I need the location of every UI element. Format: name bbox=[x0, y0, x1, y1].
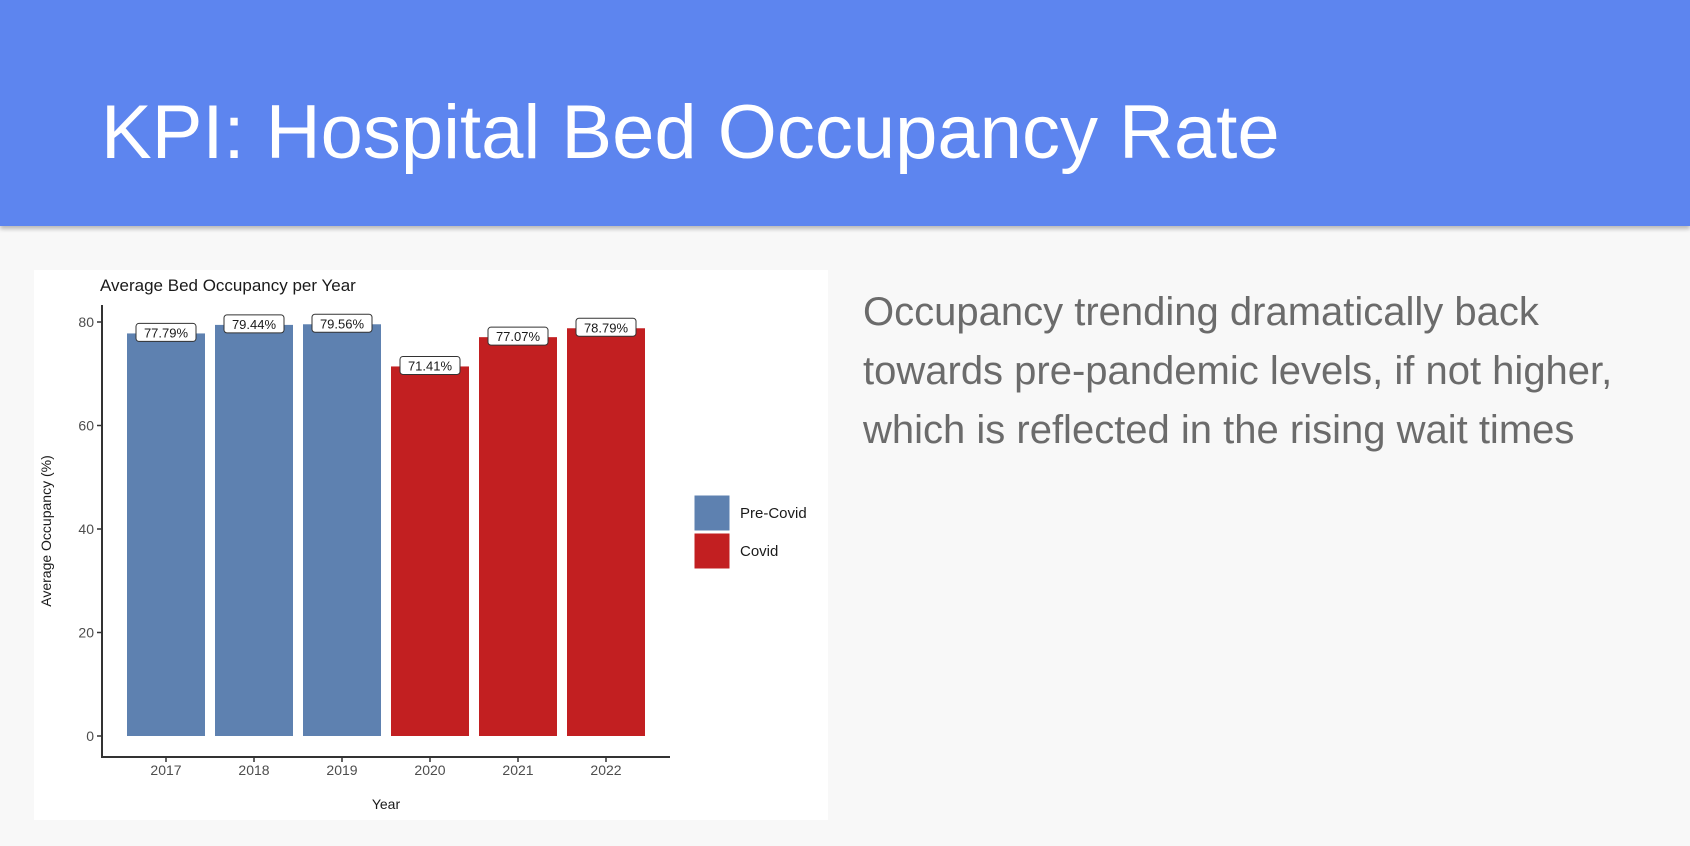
y-axis-label: Average Occupancy (%) bbox=[38, 455, 54, 606]
data-label-box bbox=[575, 317, 637, 337]
x-tick-label: 2022 bbox=[590, 762, 621, 778]
legend-swatch-covid bbox=[693, 532, 731, 570]
y-tick-label: 20 bbox=[78, 625, 94, 641]
x-tick-label: 2021 bbox=[502, 762, 533, 778]
slide-title: KPI: Hospital Bed Occupancy Rate bbox=[101, 90, 1280, 175]
data-label-2019: 79.56% bbox=[320, 316, 365, 331]
bar-2019 bbox=[303, 324, 381, 736]
y-tick-label: 40 bbox=[78, 521, 94, 537]
data-label-2018: 79.44% bbox=[232, 317, 277, 332]
x-tick-label: 2018 bbox=[238, 762, 269, 778]
y-tick-label: 60 bbox=[78, 418, 94, 434]
x-axis-label: Year bbox=[372, 796, 401, 812]
data-label-box bbox=[135, 322, 197, 342]
data-label-box bbox=[311, 313, 373, 333]
chart-legend: Pre-Covid Covid bbox=[693, 494, 807, 570]
slide-body-text: Occupancy trending dramatically back tow… bbox=[863, 290, 1613, 452]
data-label-box bbox=[399, 355, 461, 375]
title-banner: KPI: Hospital Bed Occupancy Rate bbox=[0, 0, 1690, 226]
x-tick-label: 2019 bbox=[326, 762, 357, 778]
bar-2020 bbox=[391, 366, 469, 736]
data-label-box bbox=[223, 314, 285, 334]
data-label-2017: 77.79% bbox=[144, 325, 189, 340]
bar-2021 bbox=[479, 337, 557, 736]
bar-2018 bbox=[215, 324, 293, 736]
y-tick-label: 80 bbox=[78, 314, 94, 330]
data-label-box bbox=[487, 326, 549, 346]
x-tick-label: 2020 bbox=[414, 762, 445, 778]
legend-swatch-pre-covid bbox=[693, 494, 731, 532]
occupancy-bar-chart: Average Bed Occupancy per Year Average O… bbox=[38, 276, 807, 812]
legend-label-covid: Covid bbox=[740, 543, 778, 560]
bar-2022 bbox=[567, 328, 645, 736]
legend-label-pre-covid: Pre-Covid bbox=[740, 505, 807, 522]
data-label-2022: 78.79% bbox=[584, 320, 629, 335]
bar-chart-panel: Average Bed Occupancy per Year Average O… bbox=[34, 270, 828, 820]
x-tick-label: 2017 bbox=[150, 762, 181, 778]
chart-title: Average Bed Occupancy per Year bbox=[100, 276, 356, 295]
y-tick-label: 0 bbox=[86, 728, 94, 744]
bar-2017 bbox=[127, 333, 205, 736]
data-label-2021: 77.07% bbox=[496, 329, 541, 344]
data-label-2020: 71.41% bbox=[408, 358, 453, 373]
